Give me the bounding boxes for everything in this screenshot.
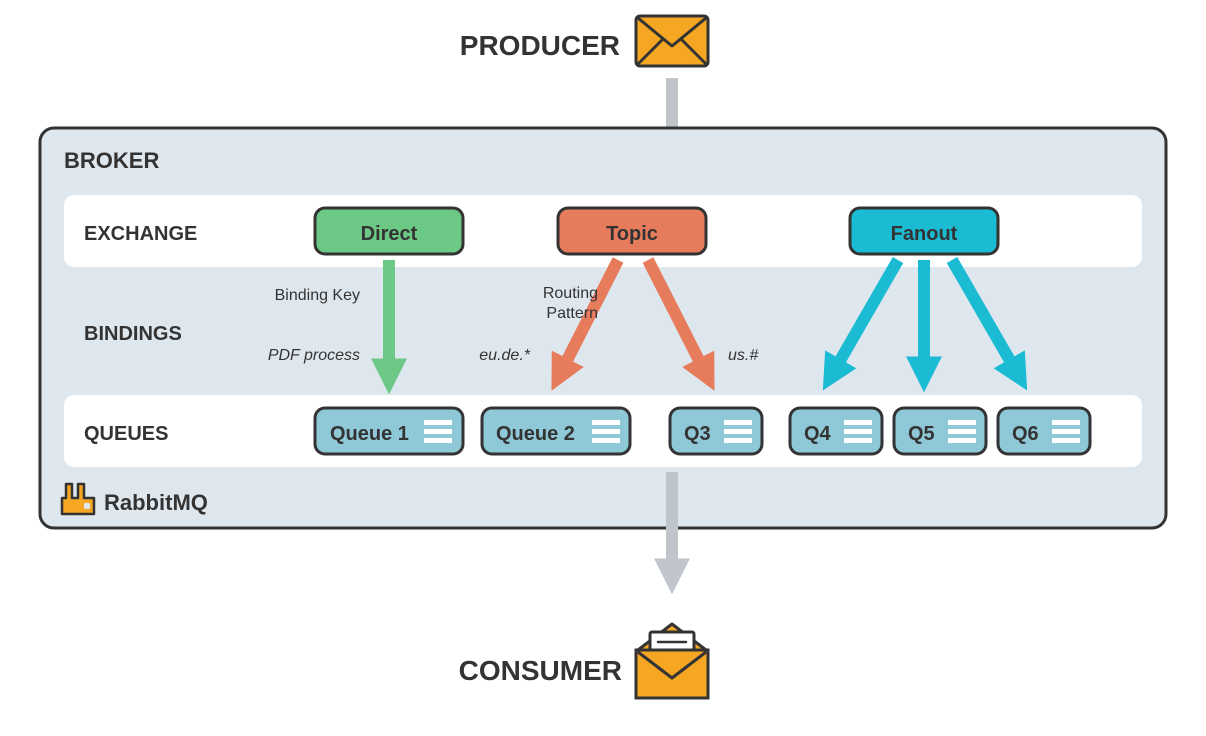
queue-q4: Q4 bbox=[790, 408, 882, 454]
queues-label: QUEUES bbox=[84, 423, 168, 445]
svg-text:Fanout: Fanout bbox=[891, 223, 958, 245]
pdf-process-label: PDF process bbox=[268, 347, 360, 364]
svg-text:Direct: Direct bbox=[361, 223, 418, 245]
queue-q3: Q3 bbox=[670, 408, 762, 454]
routing-pattern-label-1: Routing bbox=[543, 285, 598, 302]
eu-de-label: eu.de.* bbox=[479, 347, 530, 364]
svg-text:Topic: Topic bbox=[606, 223, 658, 245]
broker-label: BROKER bbox=[64, 148, 159, 173]
rabbitmq-label: RabbitMQ bbox=[104, 490, 208, 515]
exchange-label: EXCHANGE bbox=[84, 223, 197, 245]
routing-pattern-label-2: Pattern bbox=[546, 305, 598, 322]
queue-q1: Queue 1 bbox=[315, 408, 463, 454]
queue-q5: Q5 bbox=[894, 408, 986, 454]
consumer-envelope-icon bbox=[636, 624, 708, 698]
us-hash-label: us.# bbox=[728, 347, 759, 364]
rabbitmq-diagram: PRODUCER BROKER EXCHANGE Direct Topic Fa… bbox=[0, 0, 1206, 736]
queue-q6: Q6 bbox=[998, 408, 1090, 454]
consumer-label: CONSUMER bbox=[459, 655, 622, 686]
svg-text:Q6: Q6 bbox=[1012, 423, 1039, 445]
bindings-label: BINDINGS bbox=[84, 323, 182, 345]
svg-text:Queue 1: Queue 1 bbox=[330, 423, 409, 445]
queue-q2: Queue 2 bbox=[482, 408, 630, 454]
exchange-topic: Topic bbox=[558, 208, 706, 254]
svg-text:Queue 2: Queue 2 bbox=[496, 423, 575, 445]
producer-label: PRODUCER bbox=[460, 30, 620, 61]
binding-key-label: Binding Key bbox=[275, 287, 360, 304]
exchange-fanout: Fanout bbox=[850, 208, 998, 254]
svg-text:Q5: Q5 bbox=[908, 423, 935, 445]
producer-envelope-icon bbox=[636, 16, 708, 66]
svg-text:Q3: Q3 bbox=[684, 423, 711, 445]
exchange-direct: Direct bbox=[315, 208, 463, 254]
svg-text:Q4: Q4 bbox=[804, 423, 832, 445]
